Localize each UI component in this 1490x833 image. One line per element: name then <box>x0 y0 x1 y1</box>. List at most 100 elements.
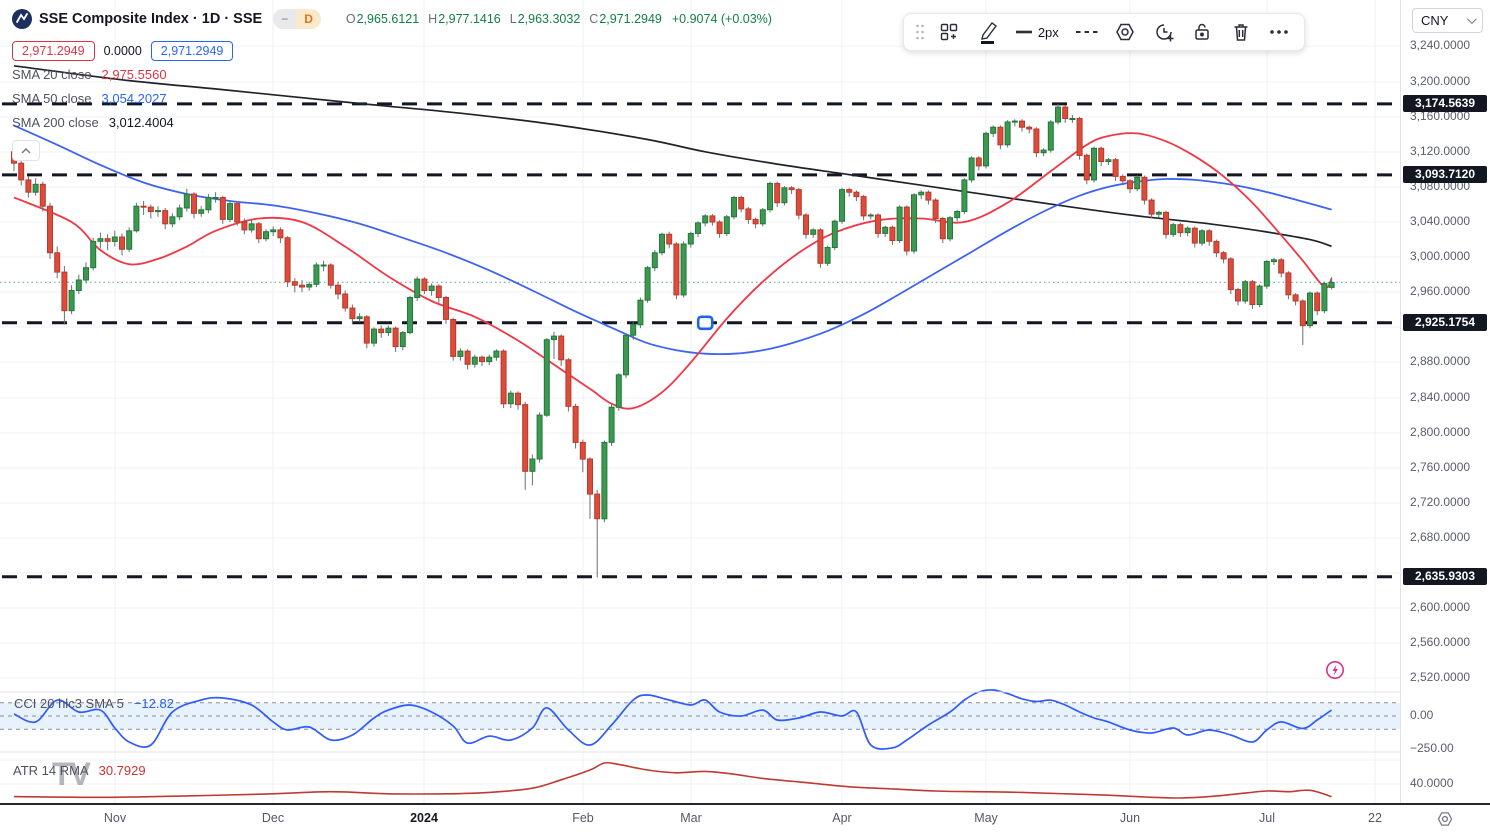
sma-50-value: 3,054.2027 <box>101 90 167 106</box>
sma-200-line[interactable] <box>13 64 1332 248</box>
buy-price-badge[interactable]: 2,971.2949 <box>150 40 234 61</box>
time-axis-tick: Feb <box>572 811 594 825</box>
price-axis[interactable]: CNY 3,240.0000 3,200.0000 3,160.0000 3,120.… <box>1400 0 1490 805</box>
line-width-control[interactable]: 2px <box>1009 17 1065 47</box>
interval-pill[interactable]: − D <box>273 9 321 29</box>
currency-value: CNY <box>1421 13 1449 28</box>
time-axis-tick: 22 <box>1368 811 1382 825</box>
price-axis-label: 3,160.0000 <box>1410 109 1471 123</box>
time-axis-tick: Jul <box>1259 811 1275 825</box>
spread-value: 0.0000 <box>103 43 142 58</box>
minus-icon[interactable]: − <box>273 9 297 29</box>
sell-price-badge[interactable]: 2,971.2949 <box>12 40 95 61</box>
symbol-title-row[interactable]: SSE Composite Index · 1D · SSE − D O2,96… <box>12 8 772 30</box>
price-level-badge: 3,093.7120 <box>1403 166 1487 183</box>
price-axis-label: 2,560.0000 <box>1410 635 1471 649</box>
sma-20-line[interactable] <box>13 132 1333 410</box>
more-options-icon[interactable] <box>1262 17 1296 47</box>
collapse-legend-button[interactable] <box>12 140 40 161</box>
time-axis-tick: Dec <box>261 811 285 825</box>
lock-icon[interactable] <box>1185 17 1219 47</box>
sma-200-legend[interactable]: SMA 200 close 3,012.4004 <box>12 110 772 134</box>
price-level-badge: 3,174.5639 <box>1403 95 1487 112</box>
axis-settings-icon[interactable] <box>1430 809 1460 829</box>
line-width-label: 2px <box>1037 24 1059 40</box>
time-axis-tick: Mar <box>680 811 702 825</box>
time-axis[interactable]: Nov Dec 2024 Feb Mar Apr May Jun Jul 22 <box>0 805 1490 833</box>
sma-20-legend[interactable]: SMA 20 close 2,975.5560 <box>12 62 772 86</box>
chevron-down-icon <box>1466 14 1477 25</box>
sma-50-label: SMA 50 close <box>12 90 92 106</box>
low-letter: L <box>509 12 517 26</box>
price-axis-label: 3,120.0000 <box>1410 144 1471 158</box>
price-axis-label: 2,880.0000 <box>1410 354 1471 368</box>
atr-value: 30.7929 <box>98 763 146 778</box>
close-value: 2,971.2949 <box>599 12 662 26</box>
pencil-color-icon[interactable] <box>971 17 1005 47</box>
price-axis-label: 3,200.0000 <box>1410 74 1471 88</box>
price-level-badge: 2,925.1754 <box>1403 314 1487 331</box>
gridlines <box>0 0 1400 803</box>
atr-line[interactable] <box>13 761 1332 799</box>
change-value: +0.9074 (+0.03%) <box>671 12 772 26</box>
price-axis-label: 2,680.0000 <box>1410 530 1471 544</box>
price-level-badge: 2,635.9303 <box>1403 568 1487 585</box>
cci-axis-label: −250.00 <box>1410 741 1454 755</box>
price-axis-label: 2,960.0000 <box>1410 284 1471 298</box>
price-axis-label: 2,840.0000 <box>1410 390 1471 404</box>
high-letter: H <box>428 12 438 26</box>
delete-trash-icon[interactable] <box>1224 17 1258 47</box>
time-axis-tick: 2024 <box>410 811 438 825</box>
pane-separator-dark[interactable] <box>0 803 1490 805</box>
symbol-logo-icon <box>12 9 32 29</box>
legend-stack: SSE Composite Index · 1D · SSE − D O2,96… <box>12 8 772 161</box>
tradingview-watermark: TV <box>52 756 91 792</box>
settings-hexagon-icon[interactable] <box>1108 17 1142 47</box>
template-layout-icon[interactable] <box>932 17 966 47</box>
atr-indicator-legend[interactable]: ATR 14 RMA 30.7929 <box>13 763 146 778</box>
high-value: 2,977.1416 <box>438 12 501 26</box>
time-axis-tick: Nov <box>103 811 127 825</box>
price-axis-label: 3,000.0000 <box>1410 249 1471 263</box>
time-axis-tick: Apr <box>832 811 852 825</box>
cci-line[interactable] <box>13 689 1333 750</box>
sma-50-line[interactable] <box>13 124 1332 356</box>
ohlc-values: O2,965.6121 H2,977.1416 L2,963.3032 C2,9… <box>346 12 772 26</box>
open-letter: O <box>345 12 356 26</box>
low-value: 2,963.3032 <box>517 12 581 26</box>
symbol-title[interactable]: SSE Composite Index · 1D · SSE <box>39 11 263 27</box>
time-axis-tick: Jun <box>1119 811 1141 825</box>
atr-label: ATR 14 RMA <box>13 763 89 778</box>
cci-indicator-legend[interactable]: CCI 20 hlc3 SMA 5 −12.82 <box>14 696 174 711</box>
price-chart-svg[interactable] <box>0 0 1400 805</box>
price-axis-label: 2,520.0000 <box>1410 670 1471 684</box>
sma-50-legend[interactable]: SMA 50 close 3,054.2027 <box>12 86 772 110</box>
price-axis-label: 2,720.0000 <box>1410 495 1471 509</box>
drawing-toolbar: 2px <box>903 13 1305 51</box>
line-style-dashed-icon[interactable] <box>1070 17 1104 47</box>
cci-value: −12.82 <box>133 696 174 711</box>
candles[interactable] <box>11 103 1335 578</box>
sma-20-label: SMA 20 close <box>12 66 92 82</box>
cci-label: CCI 20 hlc3 SMA 5 <box>14 696 124 711</box>
price-axis-label: 3,040.0000 <box>1410 214 1471 228</box>
atr-axis-label: 40.0000 <box>1410 776 1454 790</box>
sma-20-value: 2,975.5560 <box>101 66 167 82</box>
open-value: 2,965.6121 <box>356 12 420 26</box>
price-axis-label: 2,760.0000 <box>1410 460 1471 474</box>
add-alert-icon[interactable] <box>1147 17 1181 47</box>
order-marker[interactable] <box>696 315 714 331</box>
price-axis-label: 2,600.0000 <box>1410 600 1471 614</box>
time-axis-tick: May <box>974 811 998 825</box>
currency-selector[interactable]: CNY <box>1412 8 1483 33</box>
close-letter: C <box>589 12 599 26</box>
instant-trade-lightning-icon[interactable] <box>1325 660 1345 680</box>
sma-200-label: SMA 200 close <box>12 114 99 130</box>
price-axis-label: 2,800.0000 <box>1410 425 1471 439</box>
bid-ask-row: 2,971.2949 0.0000 2,971.2949 <box>12 39 772 62</box>
toolbar-drag-handle[interactable] <box>912 17 928 47</box>
interval-badge[interactable]: D <box>296 9 321 29</box>
sma-200-value: 3,012.4004 <box>108 114 174 130</box>
price-axis-label: 3,240.0000 <box>1410 38 1471 52</box>
